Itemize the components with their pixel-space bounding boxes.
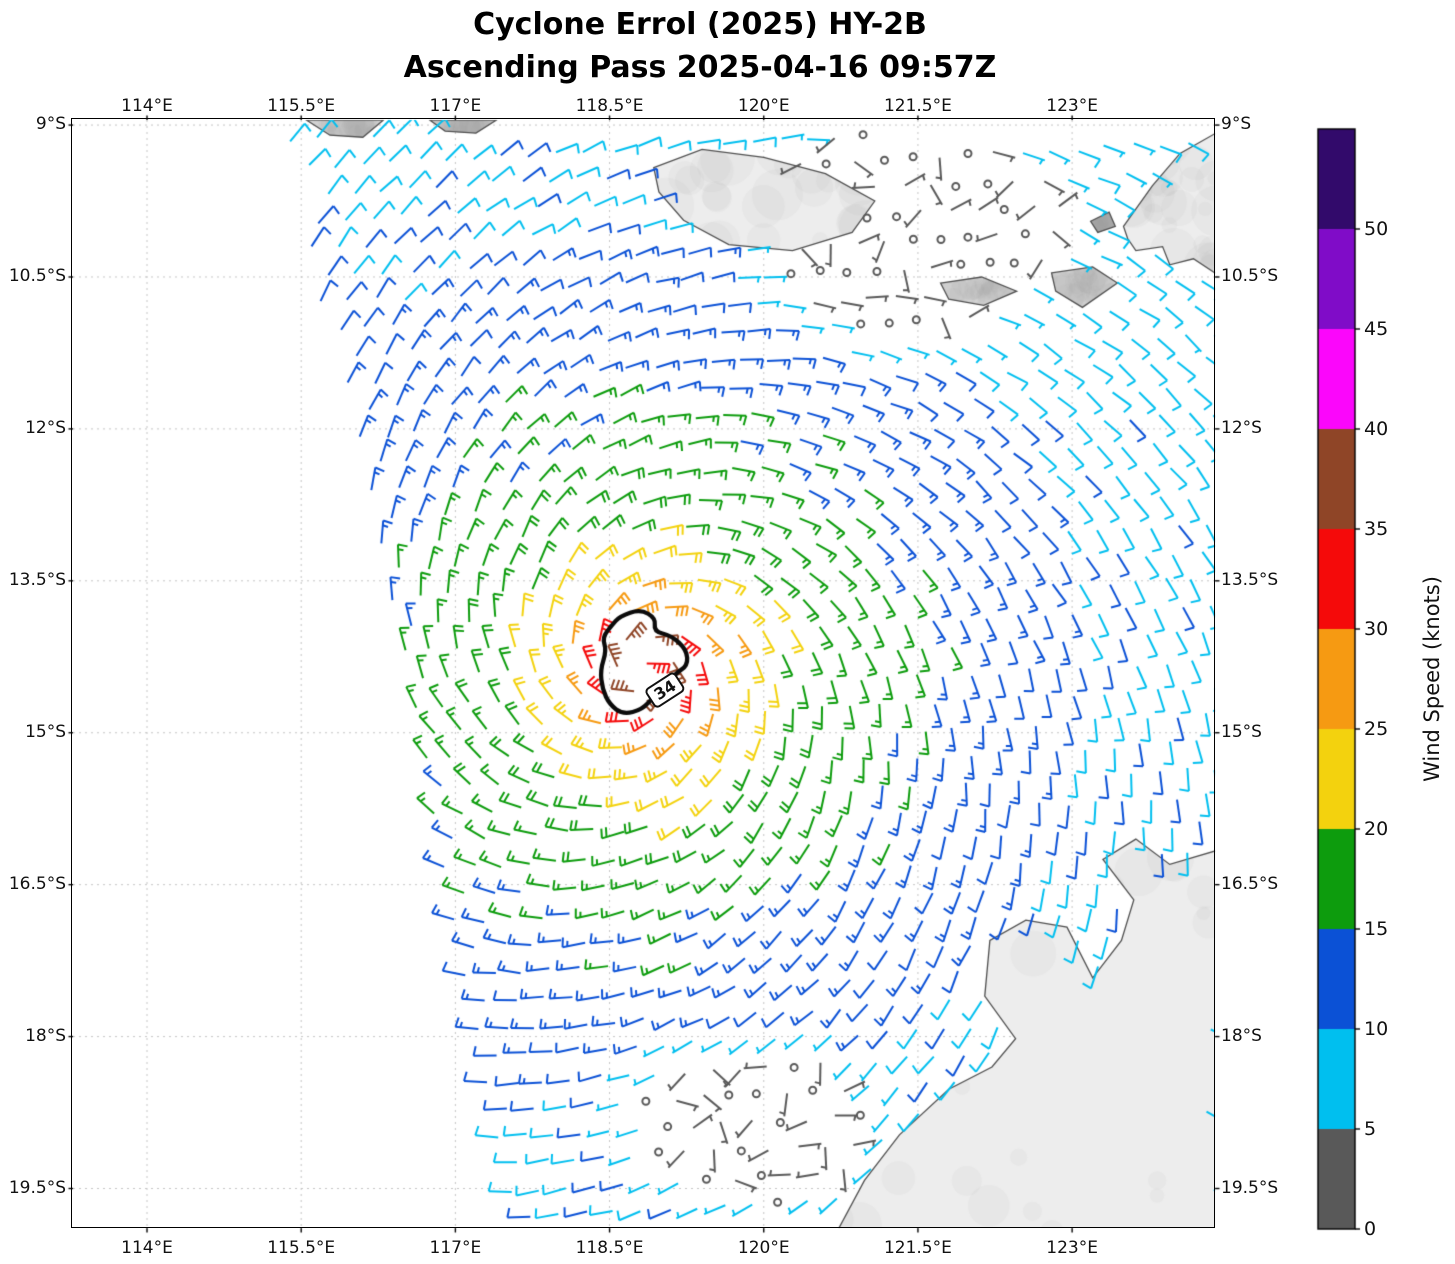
colorbar-tick-label: 45 bbox=[1364, 318, 1389, 340]
y-axis-tick-label-right: 10.5°S bbox=[1221, 265, 1279, 286]
x-axis-tick-label-bottom: 121.5°E bbox=[883, 1238, 952, 1258]
colorbar-tick-label: 5 bbox=[1364, 1118, 1377, 1140]
colorbar-tick-label: 30 bbox=[1364, 618, 1389, 640]
x-axis-tick-label-bottom: 117°E bbox=[429, 1238, 482, 1258]
colorbar-tick-label: 50 bbox=[1364, 218, 1389, 240]
x-axis-tick-label-bottom: 120°E bbox=[737, 1238, 790, 1258]
y-axis-tick-label-right: 19.5°S bbox=[1221, 1177, 1279, 1198]
y-axis-tick-label-right: 9°S bbox=[1221, 114, 1252, 135]
y-axis-tick-label-right: 13.5°S bbox=[1221, 569, 1279, 590]
y-axis-tick-label-left: 13.5°S bbox=[8, 569, 66, 590]
y-axis-tick-label-left: 10.5°S bbox=[8, 265, 66, 286]
x-axis-tick-label-bottom: 123°E bbox=[1046, 1238, 1098, 1258]
x-axis-tick-label-top: 118.5°E bbox=[575, 96, 644, 116]
x-axis-tick-label-top: 114°E bbox=[121, 96, 173, 116]
x-axis-tick-label-top: 120°E bbox=[737, 96, 790, 116]
colorbar-tick-label: 40 bbox=[1364, 418, 1389, 440]
y-axis-tick-label-right: 12°S bbox=[1221, 417, 1262, 438]
colorbar-tick-label: 10 bbox=[1364, 1018, 1389, 1040]
y-axis-tick-label-left: 16.5°S bbox=[8, 873, 66, 894]
x-axis-tick-label-top: 121.5°E bbox=[883, 96, 952, 116]
y-axis-tick-label-left: 19.5°S bbox=[8, 1177, 66, 1198]
y-axis-tick-label-left: 9°S bbox=[35, 114, 66, 135]
colorbar-tick-label: 35 bbox=[1364, 518, 1389, 540]
colorbar-tick-label: 20 bbox=[1364, 818, 1389, 840]
y-axis-tick-label-left: 18°S bbox=[25, 1025, 66, 1046]
y-axis-tick-label-right: 15°S bbox=[1221, 721, 1262, 742]
colorbar-axis-label: Wind Speed (knots) bbox=[1420, 576, 1444, 782]
y-axis-tick-label-left: 15°S bbox=[25, 721, 66, 742]
x-axis-tick-label-top: 115.5°E bbox=[267, 96, 336, 116]
x-axis-tick-label-bottom: 118.5°E bbox=[575, 1238, 644, 1258]
x-axis-tick-label-top: 117°E bbox=[429, 96, 482, 116]
y-axis-tick-label-right: 18°S bbox=[1221, 1025, 1262, 1046]
x-axis-tick-label-bottom: 115.5°E bbox=[267, 1238, 336, 1258]
x-axis-tick-label-bottom: 114°E bbox=[121, 1238, 173, 1258]
y-axis-tick-label-left: 12°S bbox=[25, 417, 66, 438]
colorbar-tick-label: 0 bbox=[1364, 1218, 1377, 1240]
colorbar-tick-label: 25 bbox=[1364, 718, 1389, 740]
y-axis-tick-label-right: 16.5°S bbox=[1221, 873, 1279, 894]
colorbar-tick-label: 15 bbox=[1364, 918, 1389, 940]
x-axis-tick-label-top: 123°E bbox=[1046, 96, 1098, 116]
